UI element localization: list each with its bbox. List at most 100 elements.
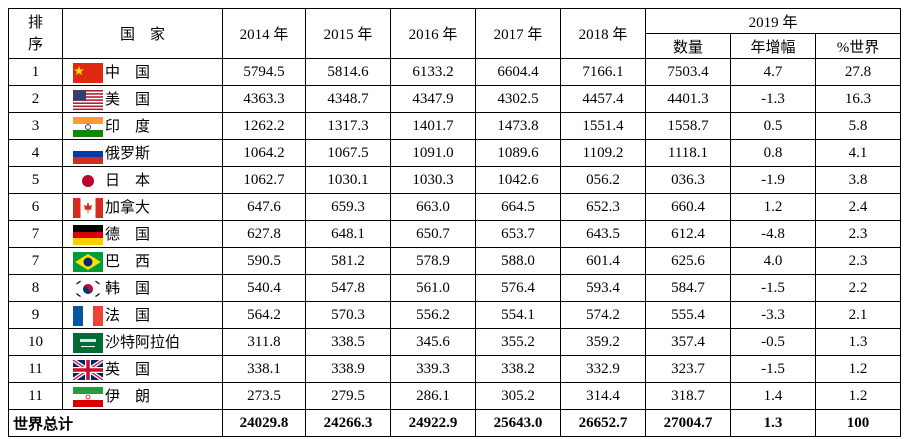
- value-cell: 1558.7: [645, 112, 731, 140]
- country-cell: 印 度: [62, 112, 223, 140]
- country-cell: 加拿大: [62, 193, 223, 221]
- country-cell: 法 国: [62, 301, 223, 329]
- value-cell: 1.4: [730, 382, 816, 410]
- country-cell: 伊 朗: [62, 382, 223, 410]
- flag-icon: [73, 333, 103, 353]
- flag-icon: [73, 360, 103, 380]
- value-cell: 650.7: [390, 220, 476, 248]
- value-cell: 578.9: [390, 247, 476, 275]
- country-name: 英 国: [105, 361, 151, 378]
- value-cell: 339.3: [390, 355, 476, 383]
- value-cell: 576.4: [475, 274, 561, 302]
- value-cell: -1.3: [730, 85, 816, 113]
- rank-cell: 6: [8, 193, 63, 221]
- rank-cell: 7: [8, 220, 63, 248]
- rank-cell: 3: [8, 112, 63, 140]
- value-cell: 5814.6: [305, 58, 391, 86]
- header-rank: 排序: [28, 14, 44, 53]
- table-row: 2 美 国 4363.3 4348.7 4347.9 4302.5 4457.4 4401.3…: [8, 85, 902, 113]
- value-cell: 4302.5: [475, 85, 561, 113]
- value-cell: 653.7: [475, 220, 561, 248]
- value-cell: 4401.3: [645, 85, 731, 113]
- value-cell: 2.1: [814, 301, 902, 329]
- value-cell: 286.1: [390, 382, 476, 410]
- country-name: 沙特阿拉伯: [105, 334, 181, 351]
- country-name: 巴 西: [105, 253, 151, 270]
- value-cell: 332.9: [560, 355, 646, 383]
- table-row: 8 韩 国 540.4 547.8 561.0 576.4 593.4 584.7 -1.5 2.…: [8, 274, 902, 302]
- value-cell: 2.3: [814, 220, 902, 248]
- value-cell: 1317.3: [305, 112, 391, 140]
- value-cell: 590.5: [222, 247, 306, 275]
- value-cell: 7166.1: [560, 58, 646, 86]
- value-cell: -3.3: [730, 301, 816, 329]
- value-cell: 588.0: [475, 247, 561, 275]
- value-cell: 564.2: [222, 301, 306, 329]
- flag-icon: [73, 171, 103, 191]
- value-cell: 1042.6: [475, 166, 561, 194]
- value-cell: 323.7: [645, 355, 731, 383]
- value-cell: 3.8: [814, 166, 902, 194]
- rank-cell: 5: [8, 166, 63, 194]
- table-row: 11 英 国 338.1 338.9 339.3 338.2 332.9 323.7 -1.5 1…: [8, 355, 902, 383]
- value-cell: 4.1: [814, 139, 902, 167]
- value-cell: 627.8: [222, 220, 306, 248]
- value-cell: 318.7: [645, 382, 731, 410]
- value-cell: -0.5: [730, 328, 816, 356]
- value-cell: 5.8: [814, 112, 902, 140]
- value-cell: 359.2: [560, 328, 646, 356]
- rank-cell: 8: [8, 274, 63, 302]
- total-value: 24922.9: [390, 409, 476, 437]
- value-cell: 1.2: [814, 355, 902, 383]
- data-table: 排序 国 家 2014 年 2015 年 2016 年 2017 年 2018 …: [8, 8, 902, 437]
- value-cell: -1.5: [730, 274, 816, 302]
- value-cell: 2.3: [814, 247, 902, 275]
- value-cell: 357.4: [645, 328, 731, 356]
- table-row: 11 伊 朗 273.5 279.5 286.1 305.2 314.4 318.7 1.4 1.…: [8, 382, 902, 410]
- value-cell: 0.5: [730, 112, 816, 140]
- value-cell: 1.2: [730, 193, 816, 221]
- header-country: 国 家: [62, 8, 223, 59]
- value-cell: 314.4: [560, 382, 646, 410]
- value-cell: 561.0: [390, 274, 476, 302]
- total-value: 27004.7: [645, 409, 731, 437]
- value-cell: 584.7: [645, 274, 731, 302]
- value-cell: -1.5: [730, 355, 816, 383]
- header-row: 数量 年增幅 %世界: [9, 33, 902, 59]
- total-value: 26652.7: [560, 409, 646, 437]
- value-cell: 570.3: [305, 301, 391, 329]
- flag-icon: [73, 144, 103, 164]
- table-header: 排序 国 家 2014 年 2015 年 2016 年 2017 年 2018 …: [8, 8, 902, 59]
- value-cell: 660.4: [645, 193, 731, 221]
- total-value: 1.3: [730, 409, 816, 437]
- value-cell: 4347.9: [390, 85, 476, 113]
- value-cell: 1262.2: [222, 112, 306, 140]
- value-cell: 4457.4: [560, 85, 646, 113]
- value-cell: 1030.1: [305, 166, 391, 194]
- country-name: 德 国: [105, 226, 151, 243]
- value-cell: 1118.1: [645, 139, 731, 167]
- header-year: 2016 年: [390, 8, 476, 59]
- value-cell: 16.3: [814, 85, 902, 113]
- value-cell: 1062.7: [222, 166, 306, 194]
- value-cell: 1091.0: [390, 139, 476, 167]
- rank-cell: 11: [8, 355, 63, 383]
- value-cell: 2.2: [814, 274, 902, 302]
- country-name: 加拿大: [105, 199, 151, 216]
- rank-cell: 4: [8, 139, 63, 167]
- value-cell: 625.6: [645, 247, 731, 275]
- country-name: 俄罗斯: [105, 145, 151, 162]
- country-cell: 沙特阿拉伯: [62, 328, 223, 356]
- value-cell: 4.0: [730, 247, 816, 275]
- value-cell: 1.2: [814, 382, 902, 410]
- value-cell: 601.4: [560, 247, 646, 275]
- value-cell: 345.6: [390, 328, 476, 356]
- flag-icon: [73, 279, 103, 299]
- rank-cell: 1: [8, 58, 63, 86]
- value-cell: 4348.7: [305, 85, 391, 113]
- flag-icon: [73, 306, 103, 326]
- value-cell: 7503.4: [645, 58, 731, 86]
- value-cell: 1064.2: [222, 139, 306, 167]
- value-cell: 647.6: [222, 193, 306, 221]
- value-cell: 2.4: [814, 193, 902, 221]
